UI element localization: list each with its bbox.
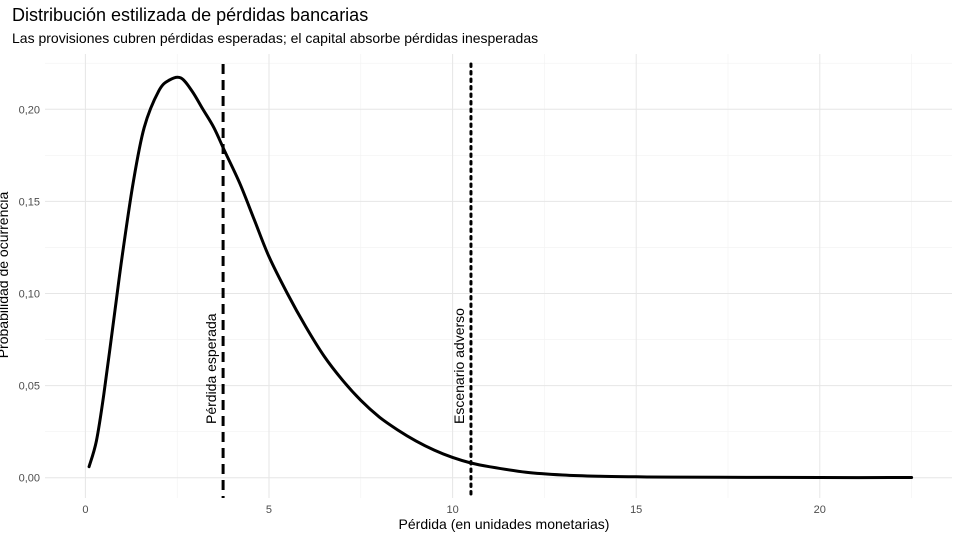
y-axis-title: Probabilidad de ocurrencia	[0, 192, 11, 359]
y-tick-label: 0,05	[19, 381, 40, 393]
x-tick-label: 15	[630, 504, 642, 516]
x-tick-label: 20	[814, 504, 826, 516]
y-tick-label: 0,15	[19, 196, 40, 208]
x-tick-label: 0	[82, 504, 88, 516]
grid	[45, 54, 952, 498]
reference-line-label: Escenario adverso	[451, 308, 467, 424]
tick-labels: 0 5 10 15 20 0,00 0,05 0,10 0,15 0,20	[19, 104, 826, 516]
loss-density-line	[87, 75, 914, 480]
x-tick-label: 10	[446, 504, 458, 516]
reference-lines: Pérdida esperada Escenario adverso	[203, 62, 473, 500]
x-tick-label: 5	[266, 504, 272, 516]
chart-subtitle: Las provisiones cubren pérdidas esperada…	[12, 30, 538, 46]
x-axis-title: Pérdida (en unidades monetarias)	[399, 516, 610, 532]
series-layer	[87, 75, 914, 480]
reference-line-label: Pérdida esperada	[203, 313, 219, 424]
y-tick-label: 0,00	[19, 473, 40, 485]
y-tick-label: 0,20	[19, 104, 40, 116]
y-tick-label: 0,10	[19, 289, 40, 301]
chart-title: Distribución estilizada de pérdidas banc…	[12, 5, 368, 25]
